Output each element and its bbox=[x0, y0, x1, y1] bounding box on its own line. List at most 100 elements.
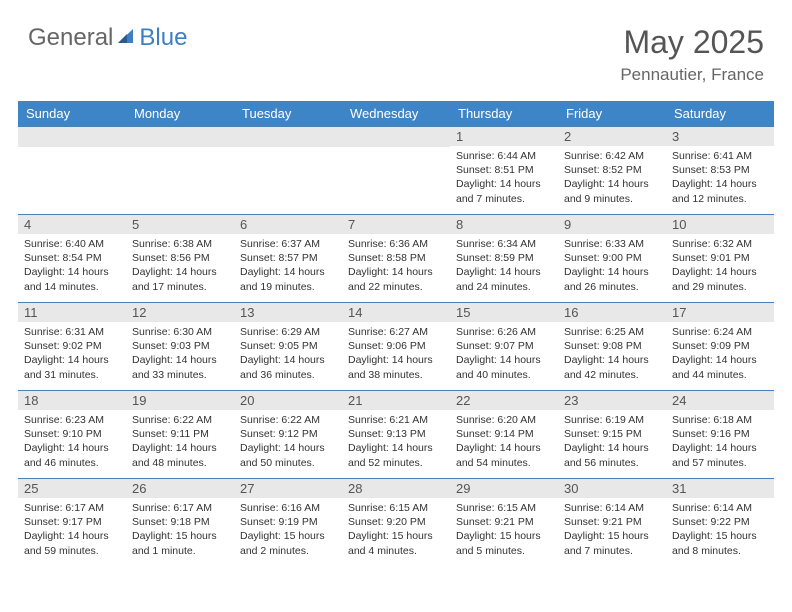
sunrise-text: Sunrise: 6:22 AM bbox=[132, 413, 228, 427]
sunset-text: Sunset: 9:20 PM bbox=[348, 515, 444, 529]
day-number: 27 bbox=[234, 479, 342, 498]
sunrise-text: Sunrise: 6:18 AM bbox=[672, 413, 768, 427]
calendar-day-cell: 25Sunrise: 6:17 AMSunset: 9:17 PMDayligh… bbox=[18, 479, 126, 567]
sunset-text: Sunset: 9:09 PM bbox=[672, 339, 768, 353]
calendar-day-cell: 20Sunrise: 6:22 AMSunset: 9:12 PMDayligh… bbox=[234, 391, 342, 479]
location: Pennautier, France bbox=[620, 65, 764, 85]
day-number: 2 bbox=[558, 127, 666, 146]
daylight-text: Daylight: 14 hours and 14 minutes. bbox=[24, 265, 120, 293]
daylight-text: Daylight: 15 hours and 4 minutes. bbox=[348, 529, 444, 557]
daylight-text: Daylight: 14 hours and 59 minutes. bbox=[24, 529, 120, 557]
day-number: 23 bbox=[558, 391, 666, 410]
sunset-text: Sunset: 9:15 PM bbox=[564, 427, 660, 441]
day-content: Sunrise: 6:36 AMSunset: 8:58 PMDaylight:… bbox=[342, 234, 450, 298]
daylight-text: Daylight: 14 hours and 36 minutes. bbox=[240, 353, 336, 381]
sunset-text: Sunset: 9:16 PM bbox=[672, 427, 768, 441]
sunrise-text: Sunrise: 6:15 AM bbox=[456, 501, 552, 515]
sunset-text: Sunset: 8:52 PM bbox=[564, 163, 660, 177]
weekday-header: Tuesday bbox=[234, 101, 342, 127]
sunset-text: Sunset: 8:53 PM bbox=[672, 163, 768, 177]
daylight-text: Daylight: 14 hours and 29 minutes. bbox=[672, 265, 768, 293]
weekday-header: Saturday bbox=[666, 101, 774, 127]
day-number: 28 bbox=[342, 479, 450, 498]
day-content: Sunrise: 6:40 AMSunset: 8:54 PMDaylight:… bbox=[18, 234, 126, 298]
daylight-text: Daylight: 14 hours and 24 minutes. bbox=[456, 265, 552, 293]
daylight-text: Daylight: 14 hours and 33 minutes. bbox=[132, 353, 228, 381]
sunset-text: Sunset: 9:21 PM bbox=[456, 515, 552, 529]
sunrise-text: Sunrise: 6:15 AM bbox=[348, 501, 444, 515]
sunset-text: Sunset: 9:01 PM bbox=[672, 251, 768, 265]
day-number bbox=[234, 127, 342, 147]
day-number: 10 bbox=[666, 215, 774, 234]
sunrise-text: Sunrise: 6:41 AM bbox=[672, 149, 768, 163]
weekday-header: Friday bbox=[558, 101, 666, 127]
daylight-text: Daylight: 15 hours and 8 minutes. bbox=[672, 529, 768, 557]
daylight-text: Daylight: 14 hours and 56 minutes. bbox=[564, 441, 660, 469]
sunrise-text: Sunrise: 6:25 AM bbox=[564, 325, 660, 339]
day-number: 15 bbox=[450, 303, 558, 322]
daylight-text: Daylight: 14 hours and 9 minutes. bbox=[564, 177, 660, 205]
sunset-text: Sunset: 8:57 PM bbox=[240, 251, 336, 265]
day-number: 20 bbox=[234, 391, 342, 410]
day-number: 24 bbox=[666, 391, 774, 410]
sunrise-text: Sunrise: 6:27 AM bbox=[348, 325, 444, 339]
day-number bbox=[18, 127, 126, 147]
calendar-day-cell: 23Sunrise: 6:19 AMSunset: 9:15 PMDayligh… bbox=[558, 391, 666, 479]
sunrise-text: Sunrise: 6:17 AM bbox=[132, 501, 228, 515]
calendar-day-cell: 3Sunrise: 6:41 AMSunset: 8:53 PMDaylight… bbox=[666, 127, 774, 215]
daylight-text: Daylight: 14 hours and 50 minutes. bbox=[240, 441, 336, 469]
calendar-day-cell: 9Sunrise: 6:33 AMSunset: 9:00 PMDaylight… bbox=[558, 215, 666, 303]
sunset-text: Sunset: 9:00 PM bbox=[564, 251, 660, 265]
weekday-header-row: Sunday Monday Tuesday Wednesday Thursday… bbox=[18, 101, 774, 127]
sunrise-text: Sunrise: 6:14 AM bbox=[672, 501, 768, 515]
sunset-text: Sunset: 9:18 PM bbox=[132, 515, 228, 529]
calendar-day-cell: 24 Sunrise: 6:18 AMSunset: 9:16 PMDayligh… bbox=[666, 391, 774, 479]
brand-part2: Blue bbox=[139, 24, 187, 52]
calendar-day-cell: 13Sunrise: 6:29 AMSunset: 9:05 PMDayligh… bbox=[234, 303, 342, 391]
day-content: Sunrise: 6:37 AMSunset: 8:57 PMDaylight:… bbox=[234, 234, 342, 298]
sunrise-text: Sunrise: 6:22 AM bbox=[240, 413, 336, 427]
sunset-text: Sunset: 9:17 PM bbox=[24, 515, 120, 529]
calendar-day-cell: 21Sunrise: 6:21 AMSunset: 9:13 PMDayligh… bbox=[342, 391, 450, 479]
logo-sail-icon bbox=[116, 26, 136, 51]
day-content: Sunrise: 6:15 AMSunset: 9:21 PMDaylight:… bbox=[450, 498, 558, 562]
day-number: 30 bbox=[558, 479, 666, 498]
day-number: 26 bbox=[126, 479, 234, 498]
calendar-day-cell bbox=[126, 127, 234, 215]
day-content: Sunrise: 6:19 AMSunset: 9:15 PMDaylight:… bbox=[558, 410, 666, 474]
sunrise-text: Sunrise: 6:16 AM bbox=[240, 501, 336, 515]
sunrise-text: Sunrise: 6:32 AM bbox=[672, 237, 768, 251]
sunrise-text: Sunrise: 6:36 AM bbox=[348, 237, 444, 251]
sunrise-text: Sunrise: 6:34 AM bbox=[456, 237, 552, 251]
sunset-text: Sunset: 9:08 PM bbox=[564, 339, 660, 353]
sunset-text: Sunset: 8:51 PM bbox=[456, 163, 552, 177]
daylight-text: Daylight: 14 hours and 12 minutes. bbox=[672, 177, 768, 205]
daylight-text: Daylight: 14 hours and 48 minutes. bbox=[132, 441, 228, 469]
day-content: Sunrise: 6:27 AMSunset: 9:06 PMDaylight:… bbox=[342, 322, 450, 386]
sunset-text: Sunset: 9:07 PM bbox=[456, 339, 552, 353]
daylight-text: Daylight: 14 hours and 57 minutes. bbox=[672, 441, 768, 469]
daylight-text: Daylight: 14 hours and 40 minutes. bbox=[456, 353, 552, 381]
sunrise-text: Sunrise: 6:40 AM bbox=[24, 237, 120, 251]
calendar-day-cell: 15Sunrise: 6:26 AMSunset: 9:07 PMDayligh… bbox=[450, 303, 558, 391]
day-number: 31 bbox=[666, 479, 774, 498]
day-number: 21 bbox=[342, 391, 450, 410]
sunrise-text: Sunrise: 6:29 AM bbox=[240, 325, 336, 339]
day-content: Sunrise: 6:34 AMSunset: 8:59 PMDaylight:… bbox=[450, 234, 558, 298]
calendar-day-cell: 12Sunrise: 6:30 AMSunset: 9:03 PMDayligh… bbox=[126, 303, 234, 391]
daylight-text: Daylight: 14 hours and 44 minutes. bbox=[672, 353, 768, 381]
brand-logo: General Blue bbox=[28, 24, 187, 52]
day-content: Sunrise: 6:41 AMSunset: 8:53 PMDaylight:… bbox=[666, 146, 774, 210]
day-number: 5 bbox=[126, 215, 234, 234]
day-number: 1 bbox=[450, 127, 558, 146]
calendar-day-cell bbox=[18, 127, 126, 215]
day-content: Sunrise: 6:14 AMSunset: 9:21 PMDaylight:… bbox=[558, 498, 666, 562]
sunrise-text: Sunrise: 6:31 AM bbox=[24, 325, 120, 339]
daylight-text: Daylight: 14 hours and 54 minutes. bbox=[456, 441, 552, 469]
sunset-text: Sunset: 9:03 PM bbox=[132, 339, 228, 353]
day-content: Sunrise: 6:22 AMSunset: 9:11 PMDaylight:… bbox=[126, 410, 234, 474]
weekday-header: Monday bbox=[126, 101, 234, 127]
day-number: 29 bbox=[450, 479, 558, 498]
sunset-text: Sunset: 8:54 PM bbox=[24, 251, 120, 265]
sunrise-text: Sunrise: 6:44 AM bbox=[456, 149, 552, 163]
